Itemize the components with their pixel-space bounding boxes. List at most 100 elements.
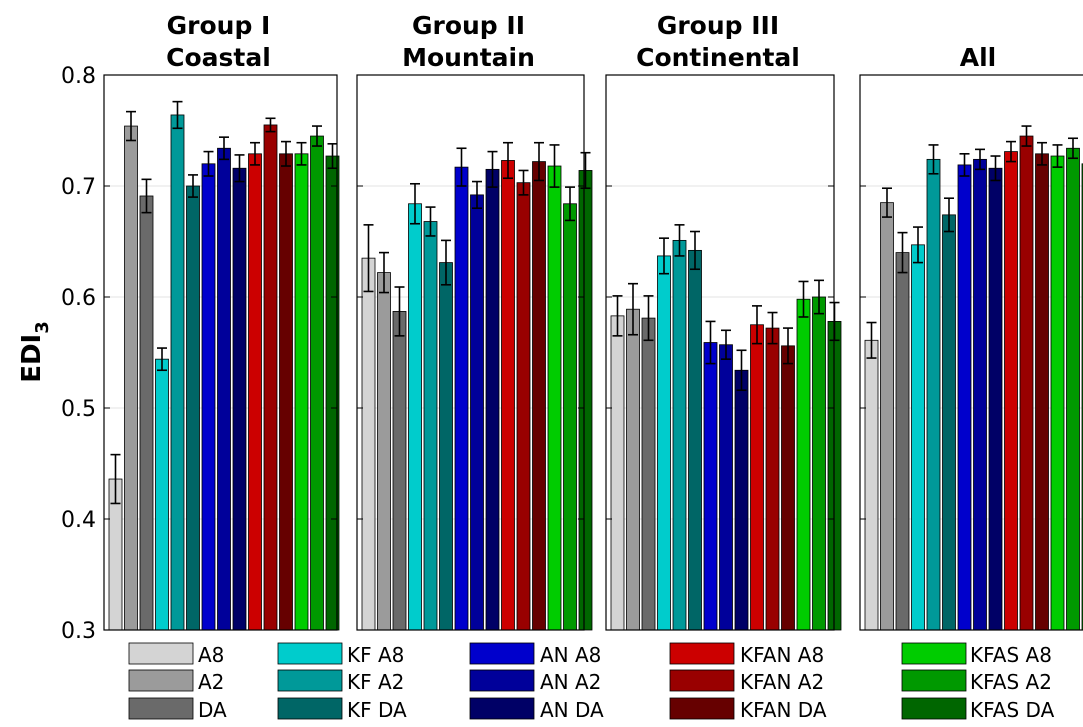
- panel-title-line2: Mountain: [402, 43, 535, 72]
- panel-title-line1: Group II: [412, 11, 525, 40]
- legend-swatch: [901, 642, 967, 665]
- bar-an-a8: [957, 164, 972, 631]
- bar-an-da: [232, 167, 247, 631]
- bar-kf-da: [688, 249, 702, 631]
- bar-kf-a8: [657, 255, 671, 631]
- bar-a2: [377, 272, 391, 631]
- panel-title-line1: Group III: [657, 11, 779, 40]
- panel-title-line2: All: [960, 43, 997, 72]
- panel-1: Group I Coastal: [103, 11, 340, 631]
- panel-2: Group II Mountain: [356, 11, 593, 631]
- panel-frame: [859, 74, 1083, 631]
- bar-kfas-a8: [796, 298, 811, 631]
- bar-kfan-a2: [516, 182, 531, 631]
- bar-a8: [361, 257, 376, 631]
- bar-kf-a8: [408, 203, 422, 631]
- legend: A8 A2 DA KF A8 KF A2 KF DA AN A8 AN A2 AN DA KFAN…: [128, 642, 1055, 722]
- panel-frame: [356, 74, 585, 631]
- legend-swatch: [469, 642, 535, 665]
- legend-swatch: [277, 697, 343, 720]
- bar-da: [139, 195, 154, 631]
- bar-kfas-a8: [547, 165, 562, 631]
- bar-an-a2: [973, 158, 987, 631]
- bar-kf-a2: [423, 221, 438, 631]
- legend-label: KFAN A8: [740, 643, 824, 667]
- legend-label: KF DA: [347, 698, 407, 722]
- legend-label: DA: [198, 698, 227, 722]
- bar-a2: [880, 202, 894, 631]
- legend-swatch: [128, 669, 194, 692]
- bar-a8: [610, 315, 625, 631]
- bar-da: [641, 317, 656, 631]
- bar-kfan-a8: [501, 160, 515, 631]
- bar-kfas-a8: [294, 153, 309, 631]
- bar-da: [392, 311, 407, 631]
- bar-an-da: [485, 168, 500, 631]
- panel-frame: [103, 74, 338, 631]
- legend-swatch: [277, 642, 343, 665]
- legend-label: KFAS DA: [970, 698, 1055, 722]
- bar-kf-a2: [926, 158, 941, 631]
- legend-swatch: [128, 697, 194, 720]
- legend-label: AN A8: [540, 643, 601, 667]
- y-tick-label-4: 0.7: [61, 175, 96, 200]
- legend-swatch: [277, 669, 343, 692]
- legend-label: A2: [198, 670, 224, 694]
- bar-kf-a8: [155, 358, 169, 631]
- bar-kfas-a2: [310, 135, 324, 631]
- bar-kf-a2: [672, 239, 687, 631]
- y-tick-label-0: 0.3: [61, 619, 96, 644]
- legend-label: KFAS A8: [970, 643, 1052, 667]
- bar-kfan-da: [279, 153, 293, 631]
- bar-da: [895, 252, 910, 631]
- bar-kf-da: [942, 214, 956, 631]
- legend-swatch: [669, 642, 735, 665]
- legend-swatch: [669, 697, 735, 720]
- bar-an-a8: [703, 342, 718, 631]
- panel-frame: [605, 74, 835, 631]
- legend-label: A8: [198, 643, 224, 667]
- y-tick-label-1: 0.4: [61, 508, 96, 533]
- bar-a2: [124, 125, 138, 631]
- bar-kfas-a8: [1050, 155, 1065, 631]
- legend-swatch: [469, 697, 535, 720]
- bar-kfas-a2: [563, 203, 577, 631]
- bar-an-da: [734, 369, 749, 631]
- bar-kfas-a2: [1066, 147, 1080, 631]
- bar-an-a2: [217, 147, 231, 631]
- legend-swatch: [128, 642, 194, 665]
- legend-label: AN DA: [540, 698, 604, 722]
- bar-an-da: [988, 167, 1003, 631]
- bar-a2: [626, 308, 640, 631]
- legend-label: KFAS A2: [970, 670, 1052, 694]
- bar-kfas-a2: [812, 296, 826, 631]
- legend-label: KFAN DA: [740, 698, 827, 722]
- bar-kfan-a2: [263, 124, 278, 631]
- legend-label: KFAN A2: [740, 670, 824, 694]
- bar-an-a2: [719, 344, 733, 631]
- bar-kf-da: [186, 185, 200, 631]
- bar-kfan-da: [532, 161, 546, 631]
- bar-an-a8: [201, 163, 216, 631]
- legend-swatch: [901, 697, 967, 720]
- bar-kfan-da: [1035, 153, 1049, 631]
- legend-label: KF A2: [347, 670, 404, 694]
- legend-swatch: [669, 669, 735, 692]
- bar-an-a8: [454, 166, 469, 631]
- bar-kf-a8: [911, 244, 925, 631]
- legend-label: KF A8: [347, 643, 404, 667]
- y-tick-label-3: 0.6: [61, 286, 96, 311]
- panel-3: Group III Continental: [605, 11, 842, 631]
- bar-kfan-a8: [1004, 151, 1018, 631]
- panel-title-line2: Continental: [636, 43, 800, 72]
- y-axis-label-subscript: 3: [32, 321, 53, 334]
- legend-label: AN A2: [540, 670, 601, 694]
- bar-a8: [864, 339, 879, 631]
- bar-an-a2: [470, 194, 484, 631]
- legend-swatch: [469, 669, 535, 692]
- bar-kfan-da: [781, 345, 795, 631]
- bar-kfan-a8: [750, 324, 764, 631]
- y-tick-label-5: 0.8: [61, 64, 96, 89]
- y-tick-label-2: 0.5: [61, 397, 96, 422]
